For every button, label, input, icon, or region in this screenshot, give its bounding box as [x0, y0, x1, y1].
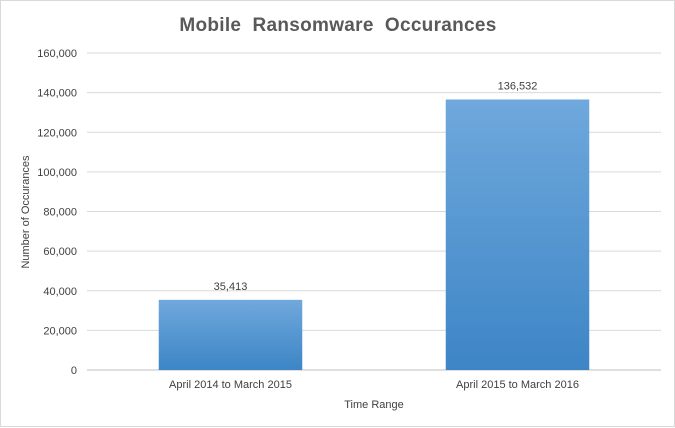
y-tick-label: 100,000: [37, 167, 77, 179]
x-axis-label: Time Range: [344, 399, 404, 411]
data-label: 35,413: [214, 281, 248, 293]
x-axis-ticks: April 2014 to March 2015 April 2015 to Ma…: [169, 379, 579, 391]
bars: 35,413 136,532: [158, 80, 590, 370]
y-tick-label: 40,000: [43, 286, 77, 298]
bar: [158, 299, 303, 370]
y-tick-label: 20,000: [43, 325, 77, 337]
y-tick-label: 140,000: [37, 88, 77, 100]
y-axis-label: Number of Occurances: [20, 155, 32, 269]
bar: [445, 99, 590, 370]
y-tick-label: 120,000: [37, 127, 77, 139]
y-tick-label: 80,000: [43, 207, 77, 219]
x-tick-label: April 2015 to March 2016: [456, 379, 579, 391]
y-tick-label: 0: [71, 365, 77, 377]
y-axis-ticks: 0 20,000 40,000 60,000 80,000 100,000 120,000 1…: [37, 48, 77, 377]
x-tick-label: April 2014 to March 2015: [169, 379, 292, 391]
chart-title: Mobile Ransomware Occurances: [179, 15, 496, 36]
y-tick-label: 160,000: [37, 48, 77, 60]
y-tick-label: 60,000: [43, 246, 77, 258]
data-label: 136,532: [498, 80, 538, 92]
